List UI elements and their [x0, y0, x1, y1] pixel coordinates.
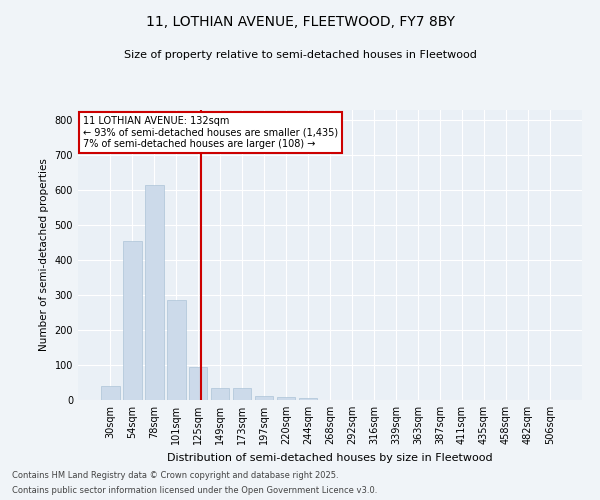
Text: Contains HM Land Registry data © Crown copyright and database right 2025.: Contains HM Land Registry data © Crown c…	[12, 471, 338, 480]
Text: Contains public sector information licensed under the Open Government Licence v3: Contains public sector information licen…	[12, 486, 377, 495]
Bar	[277, 396, 295, 400]
Bar	[167, 300, 185, 400]
Text: 11, LOTHIAN AVENUE, FLEETWOOD, FY7 8BY: 11, LOTHIAN AVENUE, FLEETWOOD, FY7 8BY	[146, 15, 455, 29]
Bar	[211, 388, 229, 400]
Bar	[123, 241, 142, 400]
Bar	[233, 388, 251, 400]
Bar	[145, 185, 164, 400]
Bar	[255, 396, 274, 400]
Bar	[299, 398, 317, 400]
Bar	[101, 386, 119, 400]
Bar	[189, 367, 208, 400]
Y-axis label: Number of semi-detached properties: Number of semi-detached properties	[39, 158, 49, 352]
Text: Size of property relative to semi-detached houses in Fleetwood: Size of property relative to semi-detach…	[124, 50, 476, 60]
X-axis label: Distribution of semi-detached houses by size in Fleetwood: Distribution of semi-detached houses by …	[167, 452, 493, 462]
Text: 11 LOTHIAN AVENUE: 132sqm
← 93% of semi-detached houses are smaller (1,435)
7% o: 11 LOTHIAN AVENUE: 132sqm ← 93% of semi-…	[83, 116, 338, 149]
